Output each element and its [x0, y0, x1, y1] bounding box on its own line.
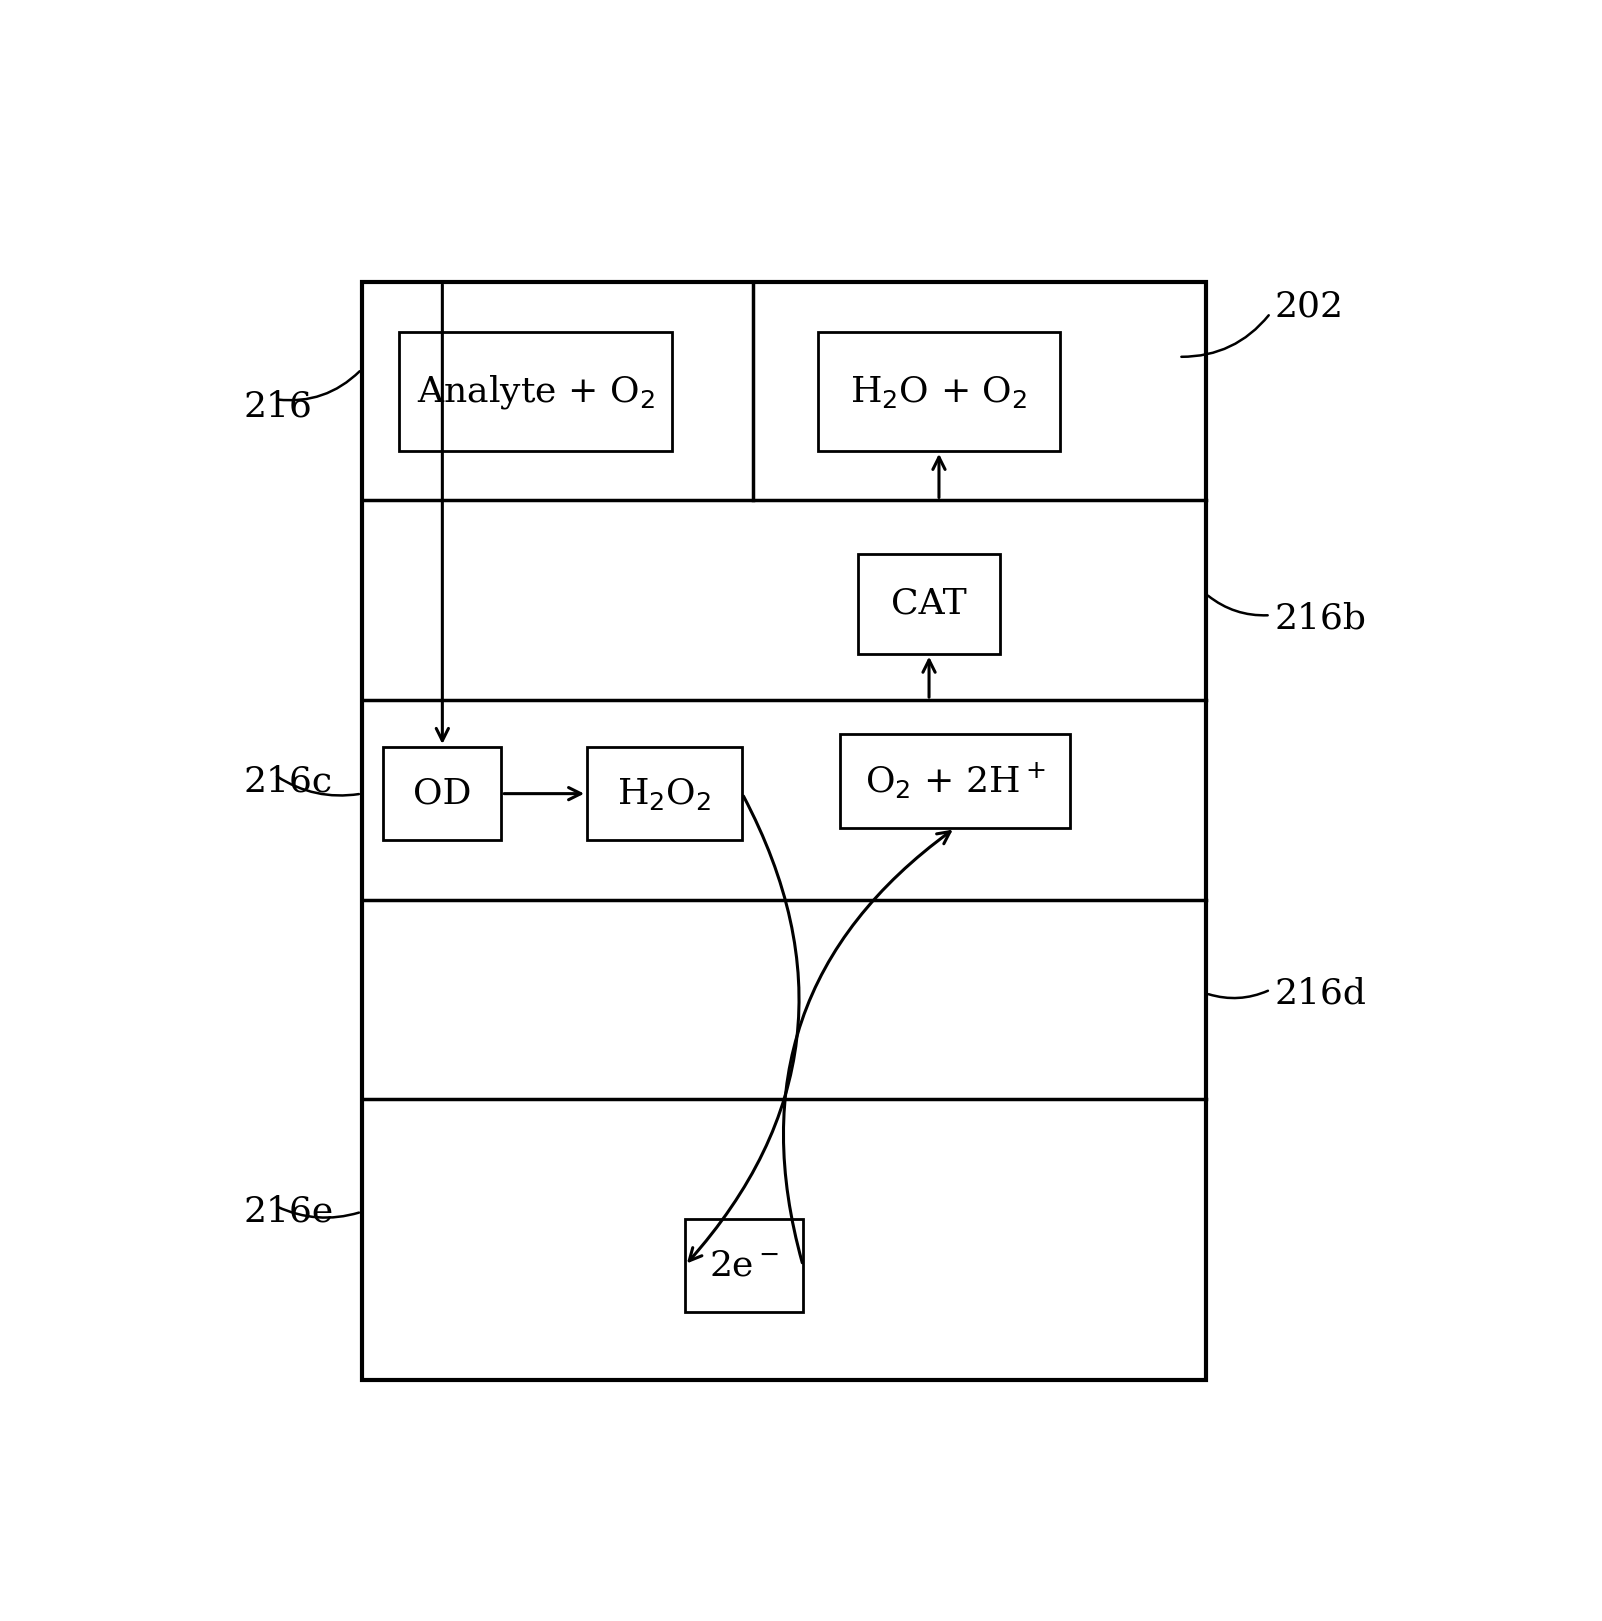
Bar: [586, 747, 742, 840]
Text: 2e$^-$: 2e$^-$: [710, 1248, 779, 1282]
Text: 202: 202: [1274, 290, 1342, 324]
Bar: [399, 332, 673, 451]
Text: O$_2$ + 2H$^+$: O$_2$ + 2H$^+$: [865, 760, 1046, 801]
Bar: [383, 747, 501, 840]
Text: OD: OD: [413, 776, 471, 810]
Text: H$_2$O$_2$: H$_2$O$_2$: [617, 775, 711, 812]
Text: 216e: 216e: [244, 1195, 333, 1229]
Text: H$_2$O + O$_2$: H$_2$O + O$_2$: [851, 374, 1027, 410]
Text: Analyte + O$_2$: Analyte + O$_2$: [417, 373, 654, 410]
Text: 216d: 216d: [1274, 976, 1367, 1010]
Bar: [857, 554, 1000, 653]
Bar: [686, 1219, 803, 1313]
Text: 216c: 216c: [244, 763, 333, 798]
Bar: [819, 332, 1061, 451]
Text: CAT: CAT: [891, 587, 968, 621]
Text: 216b: 216b: [1274, 601, 1367, 635]
Text: 216: 216: [244, 389, 312, 423]
Bar: [841, 734, 1070, 828]
Bar: [362, 282, 1206, 1381]
